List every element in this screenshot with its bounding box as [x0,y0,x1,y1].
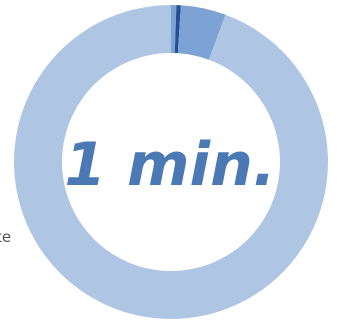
donut-hole [62,53,280,271]
partial-side-text: te [0,228,12,246]
center-label: 1 min. [64,130,275,200]
